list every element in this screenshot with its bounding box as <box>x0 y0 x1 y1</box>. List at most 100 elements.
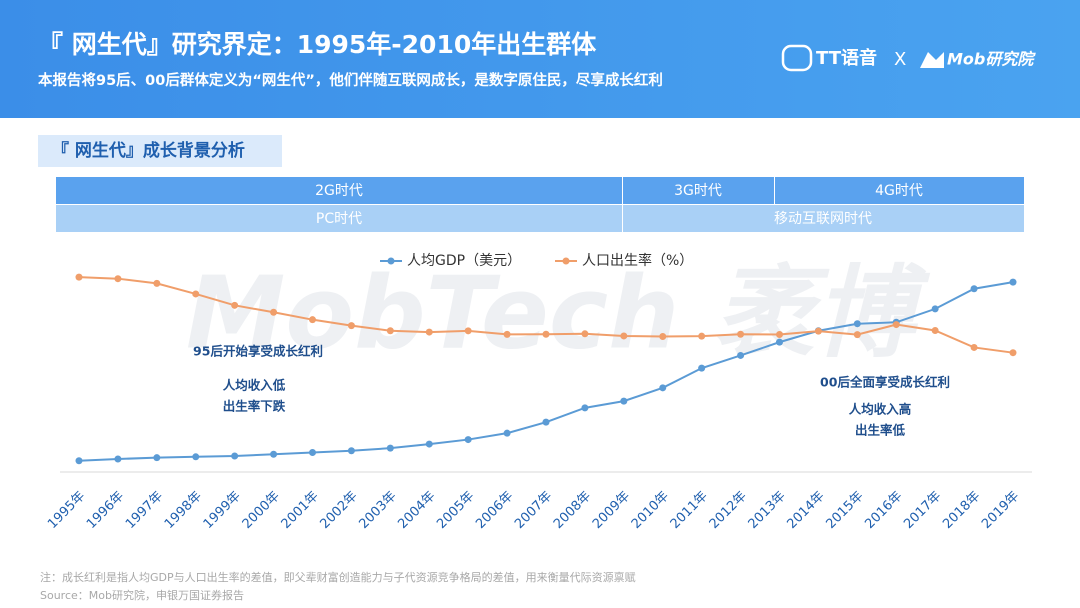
x-tick-label: 2009年 <box>590 489 633 532</box>
header-band <box>0 0 1080 118</box>
legend-swatch <box>387 257 395 265</box>
data-point <box>347 447 355 455</box>
data-point <box>581 330 589 338</box>
data-point <box>425 440 433 448</box>
data-point <box>114 455 122 463</box>
x-tick-label: 1997年 <box>123 489 166 532</box>
data-point <box>309 449 316 457</box>
x-tick-label: 1999年 <box>201 489 244 532</box>
data-point <box>581 404 589 412</box>
data-point <box>698 364 706 372</box>
data-point <box>1009 278 1017 286</box>
era-band <box>775 177 1024 204</box>
era-band <box>56 205 622 232</box>
x-tick-label: 2004年 <box>395 489 438 532</box>
watermark: MobTech 袤博 <box>186 254 931 371</box>
footnote: 注：成长红利是指人均GDP与人口出生率的差值，即父辈财富创造能力与子代资源竞争格… <box>40 570 636 584</box>
data-point <box>270 308 278 316</box>
x-tick-label: 2001年 <box>279 489 322 532</box>
data-point <box>114 275 122 283</box>
subtitle: 本报告将95后、00后群体定义为“网生代”，他们伴随互联网成长，是数字原住民，尽… <box>38 71 663 89</box>
logo-icon <box>920 52 944 68</box>
logo-separator: X <box>894 49 906 70</box>
data-point <box>309 316 316 324</box>
data-point <box>659 333 667 341</box>
data-point <box>853 331 861 339</box>
annotation: 00后全面享受成长红利 <box>820 375 950 390</box>
data-point <box>814 327 822 335</box>
x-tick-label: 1995年 <box>45 489 88 532</box>
data-point <box>192 453 200 461</box>
x-tick-label: 2011年 <box>668 489 711 532</box>
data-point <box>231 452 239 460</box>
era-label: 3G时代 <box>674 183 722 199</box>
data-point <box>75 273 83 281</box>
data-point <box>853 320 861 328</box>
x-tick-label: 2017年 <box>901 489 944 532</box>
annotation: 人均收入低 <box>223 378 286 393</box>
data-point <box>347 322 355 330</box>
logo-icon <box>781 44 813 72</box>
annotation: 95后开始享受成长红利 <box>193 344 323 359</box>
data-point <box>386 327 394 335</box>
x-tick-label: 2019年 <box>979 489 1022 532</box>
x-tick-label: 1996年 <box>84 489 127 532</box>
x-tick-label: 2012年 <box>707 489 750 532</box>
x-tick-label: 2006年 <box>473 489 516 532</box>
data-point <box>776 338 783 346</box>
era-label: 4G时代 <box>875 183 923 199</box>
data-point <box>425 328 433 336</box>
era-band <box>623 177 774 204</box>
data-point <box>153 279 161 287</box>
x-tick-label: 2002年 <box>318 489 361 532</box>
legend-swatch <box>562 257 570 265</box>
annotation: 出生率低 <box>855 423 906 438</box>
annotation: 人均收入高 <box>849 402 912 417</box>
data-point <box>970 285 978 293</box>
data-point <box>970 343 978 351</box>
x-tick-label: 2010年 <box>629 489 672 532</box>
data-point <box>931 305 939 313</box>
data-point <box>464 327 472 335</box>
logo-left: TT语音 <box>816 47 877 69</box>
data-point <box>542 418 550 426</box>
data-point <box>503 330 511 338</box>
data-point <box>776 330 783 338</box>
data-point <box>464 436 472 444</box>
data-point <box>75 457 83 465</box>
era-band <box>623 205 1024 232</box>
era-label: PC时代 <box>316 211 362 227</box>
data-point <box>737 330 745 338</box>
legend-label: 人均GDP（美元） <box>407 253 521 269</box>
x-tick-label: 2013年 <box>746 489 789 532</box>
x-tick-label: 2005年 <box>434 489 477 532</box>
x-tick-label: 1998年 <box>162 489 205 532</box>
data-point <box>153 454 161 462</box>
title: 『 网生代』研究界定：1995年-2010年出生群体 <box>38 30 597 59</box>
data-point <box>620 332 628 340</box>
data-point <box>1009 349 1017 357</box>
x-tick-label: 2018年 <box>940 489 983 532</box>
data-point <box>737 351 745 359</box>
source: Source：Mob研究院，申银万国证券报告 <box>40 588 244 602</box>
x-tick-label: 2016年 <box>862 489 905 532</box>
data-point <box>542 330 550 338</box>
era-label: 2G时代 <box>315 183 363 199</box>
section-box <box>38 135 282 167</box>
x-tick-label: 2003年 <box>356 489 399 532</box>
section-title: 『 网生代』成长背景分析 <box>52 140 245 161</box>
data-point <box>192 290 200 298</box>
x-tick-label: 2014年 <box>785 489 828 532</box>
data-point <box>231 301 239 309</box>
x-tick-label: 2000年 <box>240 489 283 532</box>
data-point <box>698 332 706 340</box>
data-point <box>386 444 394 452</box>
era-label: 移动互联网时代 <box>774 211 872 227</box>
annotation: 出生率下跌 <box>223 399 286 414</box>
data-point <box>270 450 278 458</box>
x-tick-label: 2008年 <box>551 489 594 532</box>
data-point <box>931 326 939 334</box>
data-point <box>659 384 667 392</box>
logo-right: Mob研究院 <box>947 50 1036 69</box>
